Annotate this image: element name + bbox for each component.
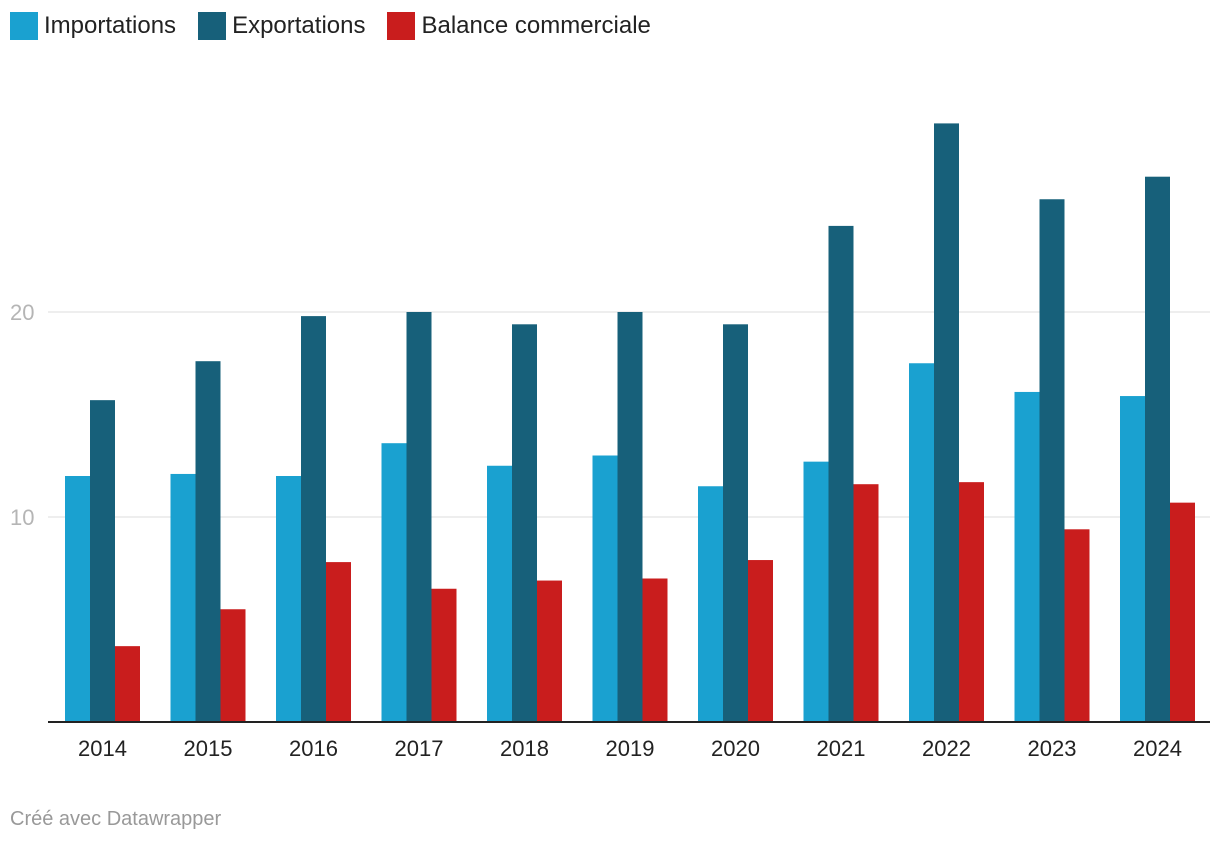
- bar-importations-2016: [276, 476, 301, 722]
- bar-exportations-2023: [1039, 199, 1065, 722]
- bar-exportations-2016: [301, 316, 326, 722]
- x-tick-label-2024: 2024: [1133, 736, 1182, 761]
- x-tick-label-2019: 2019: [606, 736, 655, 761]
- legend-item-exportations: Exportations: [198, 12, 365, 40]
- bar-exportations-2019: [617, 312, 643, 722]
- bar-importations-2014: [65, 476, 90, 722]
- bar-exportations-2018: [512, 324, 537, 722]
- bar-importations-2021: [803, 461, 829, 722]
- bar-balance-commerciale-2022: [959, 482, 984, 722]
- bar-balance-commerciale-2017: [431, 588, 457, 722]
- bar-importations-2022: [909, 363, 934, 722]
- legend-label-exportations: Exportations: [232, 12, 366, 39]
- bar-balance-commerciale-2016: [326, 562, 351, 722]
- x-tick-label-2021: 2021: [817, 736, 866, 761]
- x-tick-label-2014: 2014: [78, 736, 127, 761]
- bar-exportations-2024: [1145, 176, 1170, 722]
- bar-exportations-2014: [90, 400, 115, 722]
- x-tick-label-2016: 2016: [289, 736, 338, 761]
- x-tick-label-2022: 2022: [922, 736, 971, 761]
- bar-importations-2019: [592, 455, 618, 722]
- legend: Importations Exportations Balance commer…: [10, 12, 651, 40]
- bar-importations-2018: [487, 465, 512, 722]
- bar-exportations-2015: [195, 361, 221, 722]
- bar-balance-commerciale-2019: [642, 578, 668, 722]
- bar-exportations-2022: [934, 123, 959, 722]
- bar-balance-commerciale-2024: [1170, 502, 1195, 722]
- bar-importations-2015: [170, 473, 196, 722]
- x-tick-label-2015: 2015: [184, 736, 233, 761]
- bar-balance-commerciale-2021: [853, 484, 879, 722]
- x-tick-label-2023: 2023: [1028, 736, 1077, 761]
- bar-exportations-2021: [828, 225, 854, 722]
- bar-importations-2024: [1120, 396, 1145, 722]
- x-tick-label-2017: 2017: [395, 736, 444, 761]
- legend-item-balance-commerciale: Balance commerciale: [387, 12, 651, 40]
- bar-exportations-2020: [723, 324, 748, 722]
- bar-balance-commerciale-2014: [115, 646, 140, 722]
- bar-balance-commerciale-2015: [220, 609, 246, 722]
- x-tick-label-2018: 2018: [500, 736, 549, 761]
- bar-exportations-2017: [406, 312, 432, 722]
- legend-label-balance-commerciale: Balance commerciale: [421, 12, 651, 39]
- legend-swatch-exportations: [198, 12, 227, 40]
- legend-item-importations: Importations: [10, 12, 176, 40]
- bar-importations-2023: [1014, 391, 1040, 722]
- bar-importations-2020: [698, 486, 723, 722]
- bar-balance-commerciale-2023: [1064, 529, 1090, 722]
- bar-balance-commerciale-2020: [748, 560, 773, 722]
- legend-swatch-importations: [10, 12, 38, 40]
- legend-label-importations: Importations: [44, 12, 177, 39]
- x-tick-label-2020: 2020: [711, 736, 760, 761]
- datawrapper-credit: Créé avec Datawrapper: [10, 808, 222, 830]
- bar-balance-commerciale-2018: [537, 580, 562, 722]
- legend-swatch-balance-commerciale: [387, 12, 416, 40]
- y-tick-label-10: 10: [10, 505, 34, 530]
- y-tick-label-20: 20: [10, 300, 34, 325]
- bar-importations-2017: [381, 443, 407, 722]
